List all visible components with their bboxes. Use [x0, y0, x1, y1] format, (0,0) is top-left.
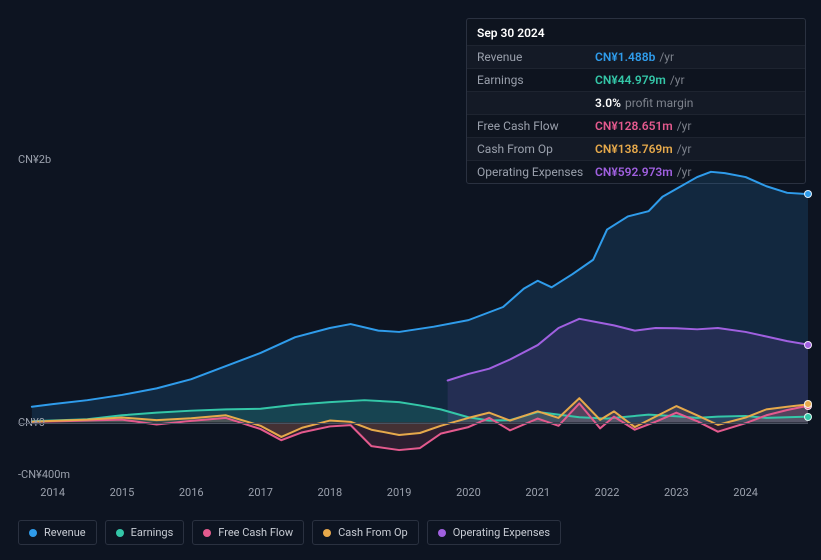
- legend-item[interactable]: Cash From Op: [312, 520, 419, 545]
- legend-dot-icon: [323, 529, 331, 537]
- x-axis-label: 2015: [110, 486, 135, 499]
- legend-item[interactable]: Operating Expenses: [427, 520, 561, 545]
- series-end-marker: [804, 400, 812, 408]
- tooltip-row-value: CN¥44.979m: [595, 73, 666, 87]
- legend-label: Revenue: [44, 526, 86, 539]
- x-axis-label: 2020: [456, 486, 481, 499]
- tooltip-row-suffix: profit margin: [625, 96, 693, 110]
- legend-label: Operating Expenses: [453, 526, 550, 539]
- x-axis-label: 2024: [733, 486, 758, 499]
- tooltip-date: Sep 30 2024: [467, 19, 805, 45]
- legend-dot-icon: [29, 529, 37, 537]
- tooltip-row-label: Revenue: [477, 50, 595, 64]
- legend-label: Earnings: [131, 526, 174, 539]
- legend-item[interactable]: Free Cash Flow: [192, 520, 304, 545]
- series-end-marker: [804, 190, 812, 198]
- tooltip-row-value: 3.0%: [595, 96, 621, 110]
- chart-legend: Revenue Earnings Free Cash Flow Cash From O…: [18, 520, 561, 545]
- tooltip-row-suffix: /yr: [659, 50, 674, 64]
- y-axis-label: -CN¥400m: [18, 468, 70, 481]
- tooltip-row: Cash From OpCN¥138.769m/yr: [467, 137, 805, 160]
- x-axis-label: 2014: [40, 486, 65, 499]
- legend-dot-icon: [203, 529, 211, 537]
- x-axis-label: 2019: [387, 486, 412, 499]
- tooltip-row-label: [477, 96, 595, 110]
- x-axis-label: 2018: [317, 486, 342, 499]
- legend-item[interactable]: Revenue: [18, 520, 97, 545]
- legend-dot-icon: [116, 529, 124, 537]
- legend-label: Free Cash Flow: [218, 526, 293, 539]
- tooltip-row-value: CN¥1.488b: [595, 50, 655, 64]
- tooltip-row-suffix: /yr: [670, 73, 685, 87]
- y-axis-label: CN¥2b: [18, 153, 51, 166]
- legend-label: Cash From Op: [338, 526, 408, 539]
- legend-item[interactable]: Earnings: [105, 520, 185, 545]
- x-axis-label: 2023: [664, 486, 689, 499]
- tooltip-row: RevenueCN¥1.488b/yr: [467, 45, 805, 68]
- tooltip-row-label: Free Cash Flow: [477, 119, 595, 133]
- tooltip-row-label: Cash From Op: [477, 142, 595, 156]
- tooltip-row-value: CN¥128.651m: [595, 119, 673, 133]
- x-axis-label: 2016: [179, 486, 204, 499]
- tooltip-row: Free Cash FlowCN¥128.651m/yr: [467, 114, 805, 137]
- tooltip-row: EarningsCN¥44.979m/yr: [467, 68, 805, 91]
- chart-area: CN¥2bCN¥0-CN¥400m 2014201520162017201820…: [18, 160, 808, 475]
- series-end-marker: [804, 413, 812, 421]
- x-axis-label: 2017: [248, 486, 273, 499]
- tooltip-row: 3.0% profit margin: [467, 91, 805, 114]
- x-axis-label: 2022: [595, 486, 620, 499]
- tooltip-row-value: CN¥138.769m: [595, 142, 673, 156]
- series-end-marker: [804, 341, 812, 349]
- x-axis-label: 2021: [525, 486, 550, 499]
- zero-gridline: [18, 423, 808, 424]
- tooltip-row-suffix: /yr: [677, 119, 692, 133]
- tooltip-row-label: Earnings: [477, 73, 595, 87]
- legend-dot-icon: [438, 529, 446, 537]
- tooltip-row-suffix: /yr: [677, 142, 692, 156]
